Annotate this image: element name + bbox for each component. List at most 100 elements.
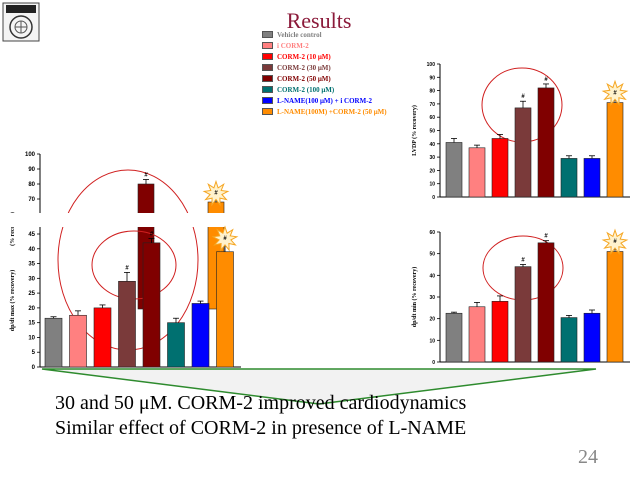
bar — [44, 317, 63, 368]
institution-logo — [2, 2, 40, 42]
significance-marker: # — [144, 173, 148, 179]
divider-arrow — [0, 368, 638, 408]
bar — [583, 312, 601, 363]
legend-swatch — [262, 31, 273, 38]
y-tick-label: 40 — [429, 273, 435, 279]
bar — [537, 242, 555, 363]
significance-marker: # — [214, 191, 218, 197]
legend-label: CORM-2 (50 μM) — [277, 74, 331, 83]
burst-star — [601, 79, 629, 106]
chart-legend: Vehicle control i CORM-2 CORM-2 (10 μM) COR… — [262, 29, 387, 117]
bar — [491, 138, 509, 198]
legend-item: i CORM-2 — [262, 40, 387, 51]
y-tick-label: 30 — [28, 276, 35, 282]
significance-marker: # — [521, 94, 525, 100]
legend-item: L-NAME(100M) +CORM-2 (50 μM) — [262, 106, 387, 117]
y-tick-label: 0 — [432, 195, 435, 201]
y-tick-label: 60 — [429, 115, 435, 121]
y-tick-label: 90 — [28, 167, 35, 173]
bar — [606, 251, 624, 363]
y-tick-label: 20 — [429, 317, 435, 323]
y-tick-label: 0 — [432, 360, 435, 366]
bar — [118, 280, 136, 368]
legend-label: Vehicle control — [277, 30, 322, 39]
y-tick-label: 5 — [32, 350, 36, 356]
y-tick-label: 90 — [429, 75, 435, 81]
y-tick-label: 100 — [427, 62, 436, 68]
y-tick-label: 50 — [429, 129, 435, 135]
bar — [514, 107, 532, 198]
legend-swatch — [262, 97, 273, 104]
legend-item: CORM-2 (30 μM) — [262, 62, 387, 73]
bar — [560, 317, 578, 363]
y-tick-label: 40 — [28, 247, 35, 253]
conclusion-line-1: 30 and 50 μM. CORM-2 improved cardiodyna… — [55, 392, 467, 414]
legend-swatch — [262, 75, 273, 82]
bar — [468, 147, 486, 198]
legend-swatch — [262, 108, 273, 115]
y-axis-label: dp/dt min (% recovery) — [411, 267, 418, 327]
y-tick-label: 10 — [429, 338, 435, 344]
legend-label: i CORM-2 — [277, 41, 309, 50]
y-tick-label: 80 — [28, 182, 35, 188]
bar — [537, 87, 555, 198]
bar — [468, 306, 486, 363]
legend-item: CORM-2 (10 μM) — [262, 51, 387, 62]
y-tick-label: 40 — [429, 142, 435, 148]
legend-swatch — [262, 53, 273, 60]
bar — [93, 307, 112, 368]
y-tick-label: 35 — [28, 262, 35, 268]
y-tick-label: 10 — [429, 182, 435, 188]
y-tick-label: 30 — [429, 155, 435, 161]
y-tick-label: 45 — [28, 232, 35, 238]
slide-title: Results — [286, 8, 352, 33]
bar — [560, 158, 578, 198]
significance-marker: # — [613, 239, 617, 245]
y-tick-label: 15 — [28, 321, 35, 327]
significance-marker: # — [613, 90, 617, 96]
significance-marker: # — [544, 77, 548, 83]
legend-item: CORM-2 (50 μM) — [262, 73, 387, 84]
significance-marker: # — [125, 265, 129, 271]
bar — [69, 314, 87, 368]
bar — [445, 142, 463, 198]
y-tick-label: 70 — [28, 197, 35, 203]
legend-label: CORM-2 (10 μM) — [277, 52, 331, 61]
y-tick-label: 25 — [28, 291, 35, 297]
y-tick-label: 50 — [429, 252, 435, 258]
y-tick-label: 30 — [429, 295, 435, 301]
bar — [514, 266, 532, 363]
y-tick-label: 70 — [429, 102, 435, 108]
legend-item: L-NAME(100 μM) + i CORM-2 — [262, 95, 387, 106]
conclusion-line-2: Similar effect of CORM-2 in presence of … — [55, 417, 467, 439]
significance-marker: # — [544, 234, 548, 240]
legend-swatch — [262, 64, 273, 71]
bar — [167, 322, 185, 368]
bar — [142, 242, 161, 368]
page-number: 24 — [578, 446, 598, 468]
bar — [191, 303, 210, 368]
significance-marker: # — [150, 231, 154, 237]
legend-label: L-NAME(100M) +CORM-2 (50 μM) — [277, 107, 387, 116]
dpdt-min-chart: 0 10 20 30 40 50 60 dp/dt min (% recovery) # # # — [408, 228, 638, 373]
y-tick-label: 20 — [429, 168, 435, 174]
lvdp-chart: 0 10 20 30 40 50 60 70 80 90 100 LVDP (% recovery) #… — [408, 60, 638, 205]
significance-marker: # — [521, 258, 525, 264]
legend-item: CORM-2 (100 μM) — [262, 84, 387, 95]
bar — [583, 158, 601, 198]
legend-swatch — [262, 86, 273, 93]
bar — [445, 312, 463, 363]
y-tick-label: 80 — [429, 89, 435, 95]
bar — [491, 301, 509, 363]
legend-item: Vehicle control — [262, 29, 387, 40]
legend-swatch — [262, 42, 273, 49]
y-tick-label: 60 — [429, 230, 435, 236]
bar — [216, 251, 234, 368]
y-tick-label: 100 — [25, 152, 36, 158]
bar — [606, 102, 624, 198]
legend-label: L-NAME(100 μM) + i CORM-2 — [277, 96, 373, 105]
legend-label: CORM-2 (100 μM) — [277, 85, 335, 94]
significance-marker: # — [223, 236, 227, 242]
legend-label: CORM-2 (30 μM) — [277, 63, 331, 72]
y-axis-label: (% recovery) — [9, 212, 16, 246]
